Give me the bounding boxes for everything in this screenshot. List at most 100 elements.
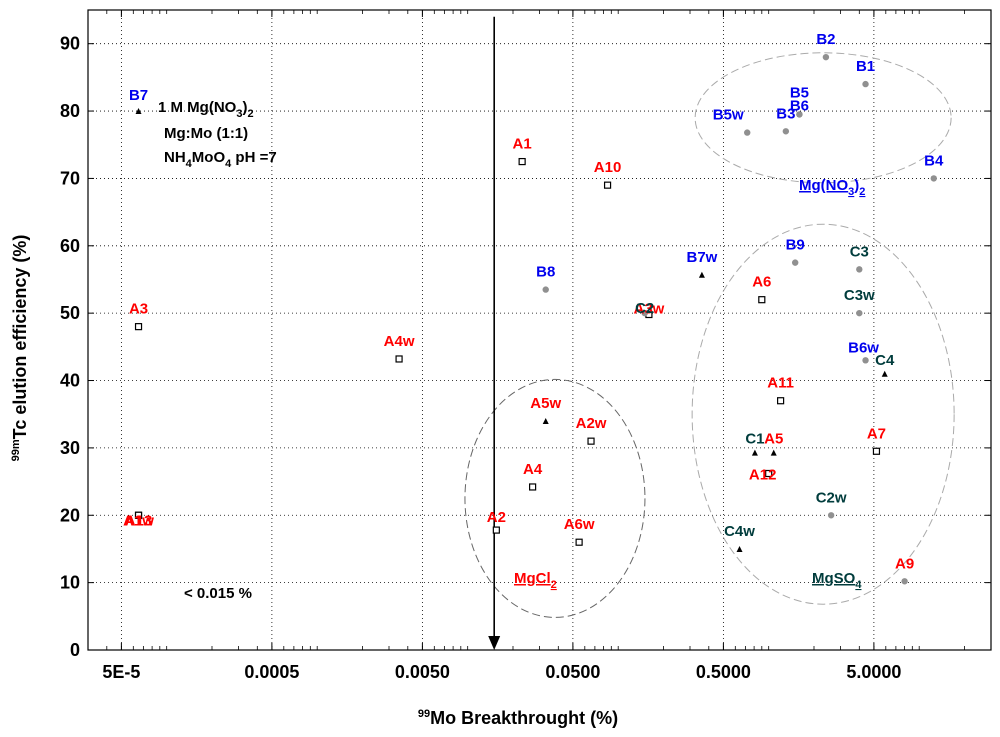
point-label-B7: B7 bbox=[129, 87, 148, 104]
annotation-line-3: NH4MoO4 pH =7 bbox=[164, 149, 277, 170]
point-label-A6w: A6w bbox=[564, 516, 595, 533]
point-B2 bbox=[822, 53, 830, 61]
annotation-line-2: Mg:Mo (1:1) bbox=[164, 125, 248, 142]
point-label-A5: A5 bbox=[764, 431, 783, 448]
point-label-C4: C4 bbox=[875, 352, 895, 369]
point-B7w bbox=[698, 271, 705, 278]
y-tick-label: 90 bbox=[60, 34, 80, 54]
x-tick-label: 5.0000 bbox=[846, 662, 901, 682]
point-A7 bbox=[872, 447, 881, 455]
x-axis-title: 99Mo Breakthrought (%) bbox=[418, 708, 618, 728]
y-tick-label: 30 bbox=[60, 438, 80, 458]
y-axis-title-text: Tc elution efficiency (%) bbox=[10, 235, 30, 440]
y-tick-label: 60 bbox=[60, 236, 80, 256]
point-label-C2w: C2w bbox=[816, 489, 847, 506]
axis-ticks: 0 10 20 30 40 50 60 70 80 90 5E-5 0.0005 0.0050 0.050… bbox=[60, 10, 992, 682]
y-tick-label: 20 bbox=[60, 505, 80, 525]
point-label-A13: A13 bbox=[125, 512, 153, 529]
point-label-B4: B4 bbox=[924, 152, 944, 169]
point-label-C3: C3 bbox=[850, 243, 869, 260]
point-B7 bbox=[135, 108, 142, 115]
y-tick-label: 10 bbox=[60, 573, 80, 593]
y-tick-label: 0 bbox=[70, 640, 80, 660]
point-A2 bbox=[492, 526, 500, 534]
annotation-line-1: 1 M Mg(NO3)2 bbox=[158, 99, 254, 120]
point-A9 bbox=[901, 578, 908, 585]
point-B5w bbox=[744, 129, 751, 136]
y-tick-label: 70 bbox=[60, 168, 80, 188]
point-C3w bbox=[856, 309, 863, 317]
point-B6w bbox=[862, 357, 869, 364]
y-tick-label: 80 bbox=[60, 101, 80, 121]
point-label-B3: B3 bbox=[776, 105, 795, 122]
threshold-arrow bbox=[488, 16, 501, 650]
point-label-B6w: B6w bbox=[848, 339, 879, 356]
x-tick-label: 0.5000 bbox=[696, 662, 751, 682]
region-label-mgso4: MgSO4 bbox=[812, 570, 862, 591]
point-label-A4: A4 bbox=[523, 461, 543, 478]
point-A2w bbox=[587, 437, 595, 445]
arrow-head bbox=[488, 636, 501, 650]
grid-lines bbox=[88, 10, 991, 651]
point-label-A3w: A3w bbox=[633, 301, 664, 318]
ellipse-mgso4 bbox=[691, 223, 955, 605]
x-axis-title-sup: 99 bbox=[418, 708, 430, 720]
point-label-A2w: A2w bbox=[576, 415, 607, 432]
point-A6w bbox=[575, 538, 583, 546]
point-label-A5w: A5w bbox=[530, 395, 561, 412]
point-label-C4w: C4w bbox=[724, 523, 755, 540]
region-label-mgcl2: MgCl2 bbox=[514, 570, 557, 591]
point-B9 bbox=[791, 259, 799, 266]
point-label-A11: A11 bbox=[767, 375, 794, 392]
point-label-A9: A9 bbox=[895, 555, 914, 572]
point-label-B1: B1 bbox=[856, 58, 875, 75]
group-ellipses bbox=[464, 52, 955, 618]
x-tick-label: 5E-5 bbox=[102, 662, 140, 682]
y-axis-title: 99mTc elution efficiency (%) bbox=[10, 235, 30, 462]
threshold-note: < 0.015 % bbox=[184, 585, 252, 602]
point-label-B5w: B5w bbox=[713, 107, 744, 124]
y-tick-label: 50 bbox=[60, 303, 80, 323]
x-tick-label: 0.0005 bbox=[244, 662, 299, 682]
point-B6 bbox=[796, 111, 803, 118]
point-label-B9: B9 bbox=[786, 237, 805, 254]
point-C3 bbox=[856, 266, 863, 273]
region-label-mgno3: Mg(NO3)2 bbox=[799, 177, 865, 198]
point-label-A7: A7 bbox=[867, 425, 886, 442]
point-label-A4w: A4w bbox=[384, 333, 415, 350]
point-B8 bbox=[542, 286, 549, 293]
point-label-A10: A10 bbox=[594, 159, 622, 176]
point-label-A1w: A1w bbox=[123, 512, 154, 529]
point-C2w bbox=[827, 512, 835, 519]
ellipse-mgno3 bbox=[694, 52, 952, 184]
point-A11 bbox=[777, 397, 785, 405]
point-B3 bbox=[782, 128, 790, 135]
ellipse-mgcl2 bbox=[464, 378, 646, 618]
point-A4 bbox=[529, 483, 537, 491]
point-label-B5: B5 bbox=[790, 84, 809, 101]
x-tick-label: 0.0050 bbox=[395, 662, 450, 682]
point-A12 bbox=[765, 469, 773, 478]
x-axis-title-text: Mo Breakthrought (%) bbox=[430, 708, 618, 728]
point-label-A3: A3 bbox=[129, 301, 148, 318]
data-points bbox=[134, 53, 937, 585]
point-label-B8: B8 bbox=[536, 264, 555, 281]
point-label-C3w: C3w bbox=[844, 287, 875, 304]
point-A5 bbox=[770, 449, 777, 456]
point-A6 bbox=[758, 296, 766, 304]
point-A1w bbox=[134, 511, 143, 519]
point-C4 bbox=[881, 370, 888, 377]
point-C2 bbox=[641, 309, 648, 317]
point-B4 bbox=[930, 175, 937, 182]
point-label-C1: C1 bbox=[745, 431, 764, 448]
point-label-C2: C2 bbox=[635, 300, 654, 317]
point-A4w bbox=[395, 355, 403, 363]
point-label-B2: B2 bbox=[816, 31, 835, 48]
point-C1 bbox=[751, 449, 758, 456]
x-tick-label: 0.0500 bbox=[545, 662, 600, 682]
point-A3 bbox=[134, 323, 143, 331]
point-B1 bbox=[862, 80, 869, 88]
point-label-A2: A2 bbox=[487, 509, 506, 526]
